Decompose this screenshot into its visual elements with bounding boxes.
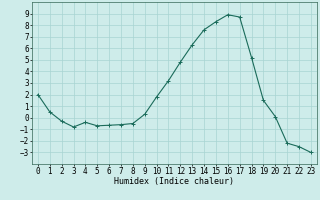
X-axis label: Humidex (Indice chaleur): Humidex (Indice chaleur) <box>115 177 234 186</box>
